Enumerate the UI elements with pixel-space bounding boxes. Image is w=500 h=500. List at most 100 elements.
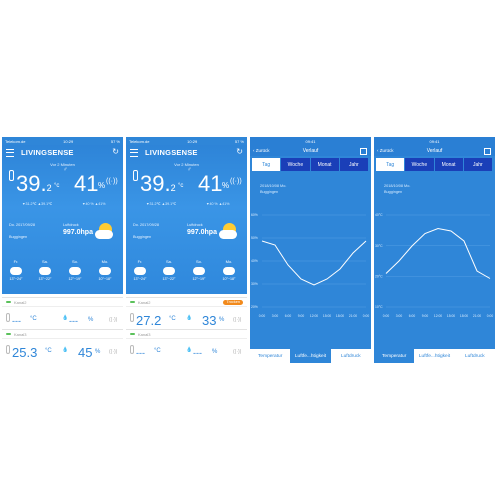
forecast-range: 13°~24° — [133, 277, 147, 281]
partly-cloudy-icon — [66, 264, 81, 275]
main-temperature: 39.2 — [16, 173, 52, 199]
channel-values: 25.3 °C 💧 45 % ((·)) — [2, 339, 123, 361]
tab-luftfeuchtigkeit[interactable]: Luftfe...htigkeit — [418, 353, 451, 359]
forecast-day-label: Mo. — [101, 259, 109, 264]
tab-jahr[interactable]: Jahr — [339, 158, 369, 171]
channel-values: --- °C 💧 --- % ((·)) — [126, 339, 247, 361]
tab-jahr[interactable]: Jahr — [463, 158, 493, 171]
channel-temperature: 25.3 — [12, 345, 38, 360]
channel-humidity: --- — [193, 348, 202, 358]
y-tick-label: 10°C — [375, 305, 383, 309]
forecast-day: So. 12°~19° — [63, 259, 87, 281]
location-label: Buggingen — [9, 235, 28, 239]
x-tick-label: 0:00 — [259, 314, 266, 318]
forecast-day-label: Fr. — [13, 259, 19, 264]
cloud-icon — [219, 230, 237, 239]
humidity-minmax: ▼40 % ▲41% — [206, 202, 230, 206]
tab-tag[interactable]: Tag — [376, 158, 406, 171]
thermometer-icon — [130, 345, 134, 354]
app-bar: LIVINGSENSE ↻ — [126, 147, 247, 159]
signal-icon: ((·)) — [106, 178, 118, 185]
y-tick-label: 30% — [251, 282, 258, 286]
x-tick-label: 21:00 — [473, 314, 481, 318]
temperature-unit: °c — [54, 183, 60, 189]
back-button[interactable]: ‹ Zurück — [253, 148, 270, 153]
x-tick-label: 9:00 — [422, 314, 429, 318]
tab-woche[interactable]: Woche — [405, 158, 435, 171]
channel-humidity-unit: % — [212, 349, 218, 355]
status-bar: 09:41 — [250, 137, 371, 145]
channel-temperature-unit: °C — [30, 316, 37, 322]
series-line — [261, 240, 367, 286]
pressure-value: 997.0hpa — [187, 229, 217, 236]
temperature-minmax: ▼31.2℃ ▲39.1℃ — [146, 202, 177, 206]
forecast-day-label: So. — [71, 259, 78, 264]
channel-card-kanal3[interactable]: Kanal3 --- °C 💧 --- % ((·)) — [126, 329, 247, 361]
forecast-day-label: Sa. — [41, 259, 48, 264]
tab-temperatur[interactable]: Temperatur — [258, 353, 283, 359]
tab-monat[interactable]: Monat — [434, 158, 464, 171]
pressure-label: Luftdruck — [187, 223, 203, 227]
channel-card-kanal2[interactable]: Kanal2 Trocken 27.2 °C 💧 33 % ((·)) — [126, 297, 247, 329]
channel-name: Kanal3 — [138, 331, 151, 337]
weather-screen-1: Telekom.de 10:29 57 % LIVINGSENSE ↻ Vor … — [2, 137, 123, 363]
date-label: Do. 2017/09/28 — [133, 223, 159, 227]
channel-temperature: 27.2 — [136, 313, 162, 328]
calendar-icon[interactable] — [360, 148, 367, 155]
cloud-icon — [95, 230, 113, 239]
refresh-icon[interactable]: ↻ — [112, 147, 119, 156]
temperature-decimal: 2 — [170, 183, 176, 193]
app-logo: LIVINGSENSE — [21, 148, 74, 157]
back-label: Zurück — [255, 148, 270, 153]
forecast-day-label: Sa. — [165, 259, 172, 264]
nav-bar: ‹ Zurück Verlauf — [250, 145, 371, 156]
channel-card-kanal3[interactable]: Kanal3 25.3 °C 💧 45 % ((·)) — [2, 329, 123, 361]
tab-monat[interactable]: Monat — [310, 158, 340, 171]
refresh-icon[interactable]: ↻ — [236, 147, 243, 156]
channel-humidity: 33 — [202, 313, 217, 328]
droplet-icon: 💧 — [186, 315, 193, 321]
temperature-value: 39. — [140, 171, 171, 196]
comfort-icon: ♂ — [187, 167, 192, 173]
battery-icon — [130, 333, 135, 335]
tab-temperatur[interactable]: Temperatur — [374, 349, 415, 363]
thermometer-icon — [6, 345, 10, 354]
channel-name: Kanal2 — [138, 299, 151, 305]
measure-tabs: Temperatur Luftfe...htigkeit Luftdruck — [374, 349, 495, 363]
forecast-range: 13°~24° — [9, 277, 23, 281]
battery-icon — [130, 301, 135, 303]
battery-icon — [6, 333, 11, 335]
channel-values: 27.2 °C 💧 33 % ((·)) — [126, 307, 247, 329]
back-label: Zurück — [379, 148, 394, 153]
status-bar: Telekom.de 10:29 57 % — [2, 137, 123, 145]
menu-icon[interactable] — [6, 149, 14, 157]
partly-cloudy-icon — [131, 264, 146, 275]
time-label: 10:29 — [187, 138, 198, 144]
x-tick-label: 21:00 — [349, 314, 357, 318]
battery-label: 57 % — [234, 138, 244, 144]
thermometer-icon — [9, 170, 14, 181]
channel-card-kanal2[interactable]: Kanal2 --- °C 💧 --- % ((·)) — [2, 297, 123, 329]
menu-icon[interactable] — [130, 149, 138, 157]
tab-woche[interactable]: Woche — [281, 158, 311, 171]
x-tick-label: 12:00 — [310, 314, 318, 318]
tab-tag[interactable]: Tag — [252, 158, 282, 171]
tab-luftdruck[interactable]: Luftdruck — [464, 353, 485, 359]
signal-icon: ((·)) — [109, 317, 118, 323]
tab-luftdruck[interactable]: Luftdruck — [340, 353, 361, 359]
calendar-icon[interactable] — [484, 148, 491, 155]
channel-name: Kanal3 — [14, 331, 27, 337]
carrier-label: Telekom.de — [5, 138, 26, 144]
tab-luftfeuchtigkeit[interactable]: Luftfe...htigkeit — [290, 349, 331, 363]
signal-icon: ((·)) — [233, 349, 242, 355]
channel-header: Kanal2 Trocken — [126, 298, 247, 307]
x-tick-label: 15:00 — [323, 314, 331, 318]
channel-temperature: --- — [12, 316, 21, 326]
forecast-day: Mo. 10°~18° — [217, 259, 241, 281]
back-button[interactable]: ‹ Zurück — [377, 148, 394, 153]
forecast-day-label: Mo. — [225, 259, 233, 264]
x-tick-label: 0:00 — [363, 314, 370, 318]
app-logo: LIVINGSENSE — [145, 148, 198, 157]
temperature-value: 39. — [16, 171, 47, 196]
forecast-day: So. 12°~19° — [187, 259, 211, 281]
